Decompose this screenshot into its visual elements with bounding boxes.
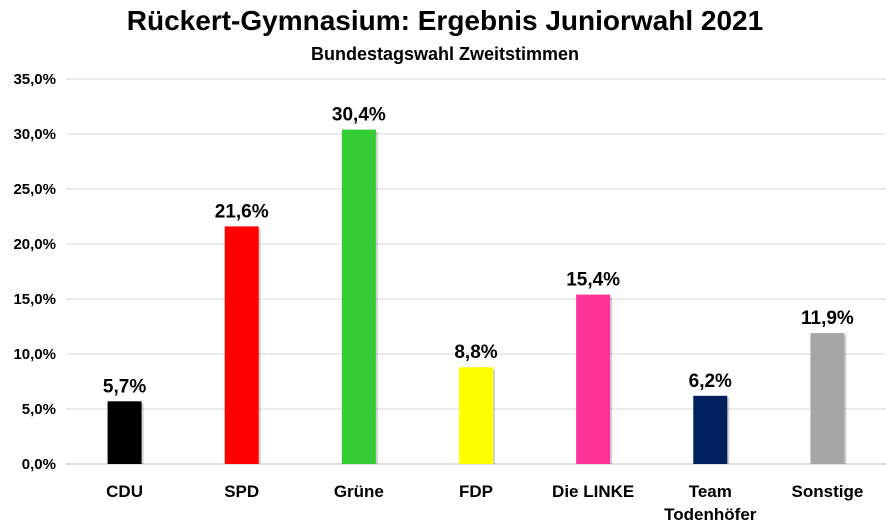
y-tick-label: 25,0% [13, 181, 56, 198]
x-category-label: Sonstige [792, 482, 864, 501]
x-category-label: Grüne [334, 482, 384, 501]
bar [107, 401, 142, 464]
data-label: 11,9% [801, 308, 854, 329]
data-label: 15,4% [566, 270, 620, 291]
y-tick-label: 0,0% [22, 456, 56, 473]
y-tick-label: 5,0% [22, 401, 56, 418]
bar [224, 226, 259, 464]
bar [341, 129, 376, 464]
bar [576, 294, 611, 464]
bar [459, 367, 493, 464]
data-label: 6,2% [689, 371, 732, 392]
x-category-label: Todenhöfer [664, 505, 757, 524]
bar [693, 395, 728, 464]
data-label: 8,8% [454, 342, 497, 363]
data-label: 5,7% [103, 376, 146, 397]
y-tick-label: 35,0% [13, 71, 56, 88]
x-category-label: Team [689, 482, 732, 501]
data-label: 21,6% [215, 201, 269, 222]
chart-title: Rückert-Gymnasium: Ergebnis Juniorwahl 2… [126, 5, 764, 36]
bar [810, 333, 845, 464]
x-category-label: Die LINKE [552, 482, 634, 501]
y-tick-label: 20,0% [13, 236, 56, 253]
y-tick-label: 30,0% [13, 126, 56, 143]
data-label: 30,4% [332, 105, 386, 126]
x-category-label: CDU [106, 482, 143, 501]
y-tick-label: 10,0% [13, 346, 56, 363]
y-tick-label: 15,0% [13, 291, 56, 308]
x-category-label: SPD [224, 482, 259, 501]
x-category-label: FDP [459, 482, 493, 501]
chart-subtitle: Bundestagswahl Zweitstimmen [310, 44, 580, 64]
